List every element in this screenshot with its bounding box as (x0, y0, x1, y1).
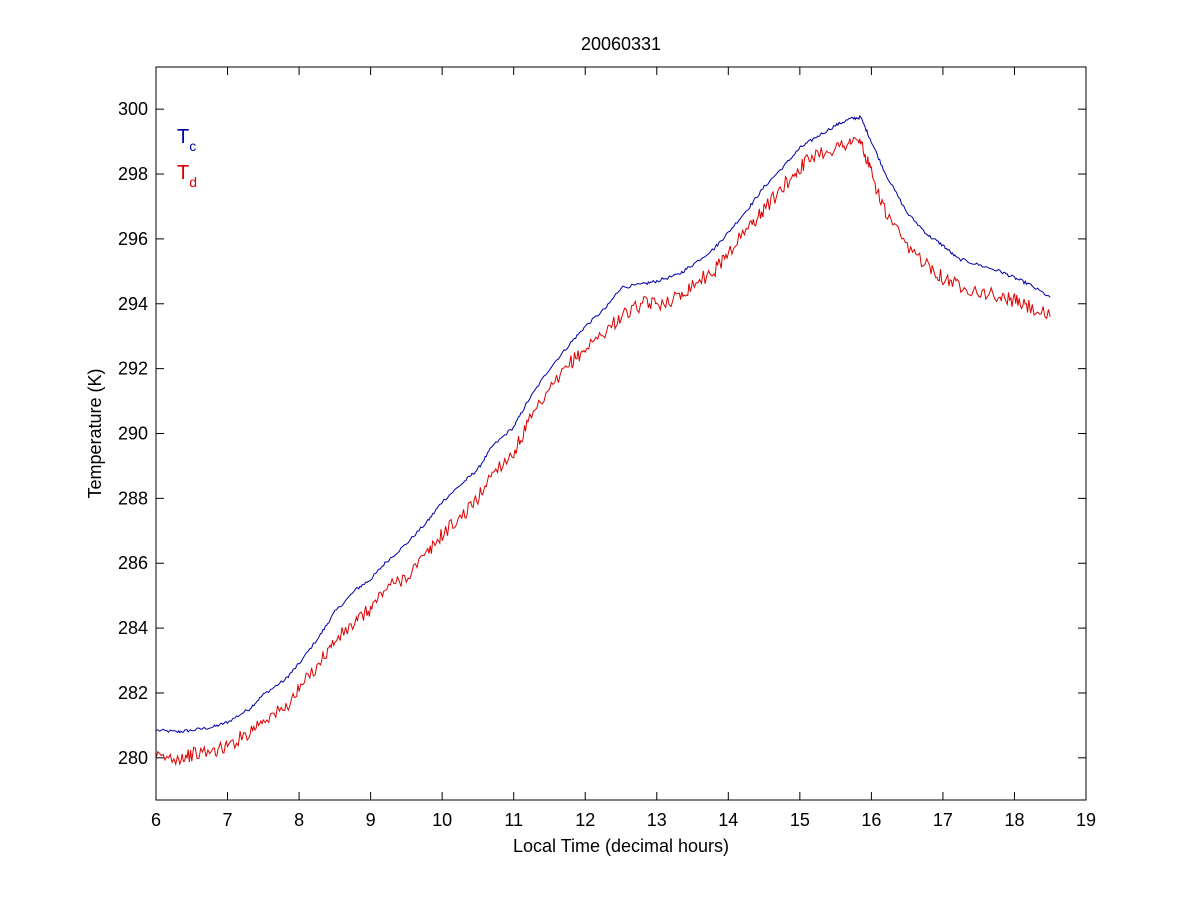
y-tick-label: 298 (118, 164, 148, 184)
x-tick-label: 14 (718, 810, 738, 830)
y-tick-label: 284 (118, 618, 148, 638)
x-tick-label: 7 (223, 810, 233, 830)
x-tick-label: 9 (366, 810, 376, 830)
y-tick-label: 290 (118, 424, 148, 444)
x-tick-label: 18 (1004, 810, 1024, 830)
series-line-tc (155, 114, 1051, 734)
y-axis: 280 282 284 286 288 290 292 294 296 298 300 (118, 99, 1086, 768)
y-tick-label: 282 (118, 683, 148, 703)
y-tick-label: 288 (118, 488, 148, 508)
y-tick-label: 296 (118, 229, 148, 249)
series-layer (155, 114, 1051, 767)
y-tick-label: 292 (118, 359, 148, 379)
y-axis-label: Temperature (K) (85, 368, 105, 498)
x-axis-label: Local Time (decimal hours) (513, 836, 729, 856)
chart-title: 20060331 (581, 34, 661, 54)
x-tick-label: 13 (647, 810, 667, 830)
x-tick-label: 17 (933, 810, 953, 830)
x-tick-label: 6 (151, 810, 161, 830)
x-tick-label: 12 (575, 810, 595, 830)
series-line-td (155, 136, 1051, 767)
y-tick-label: 300 (118, 99, 148, 119)
x-axis: 6 7 8 9 10 11 12 13 14 15 16 17 18 19 (151, 67, 1096, 830)
y-tick-label: 280 (118, 748, 148, 768)
x-tick-label: 16 (861, 810, 881, 830)
x-tick-label: 11 (504, 810, 523, 830)
legend-entry-tc: Tc (177, 126, 196, 154)
x-tick-label: 10 (432, 810, 452, 830)
y-tick-label: 286 (118, 553, 148, 573)
x-tick-label: 15 (790, 810, 810, 830)
x-tick-label: 19 (1076, 810, 1096, 830)
y-tick-label: 294 (118, 294, 148, 314)
legend-entry-td: Td (177, 162, 197, 190)
legend: Tc Td (177, 126, 197, 190)
x-tick-label: 8 (294, 810, 304, 830)
